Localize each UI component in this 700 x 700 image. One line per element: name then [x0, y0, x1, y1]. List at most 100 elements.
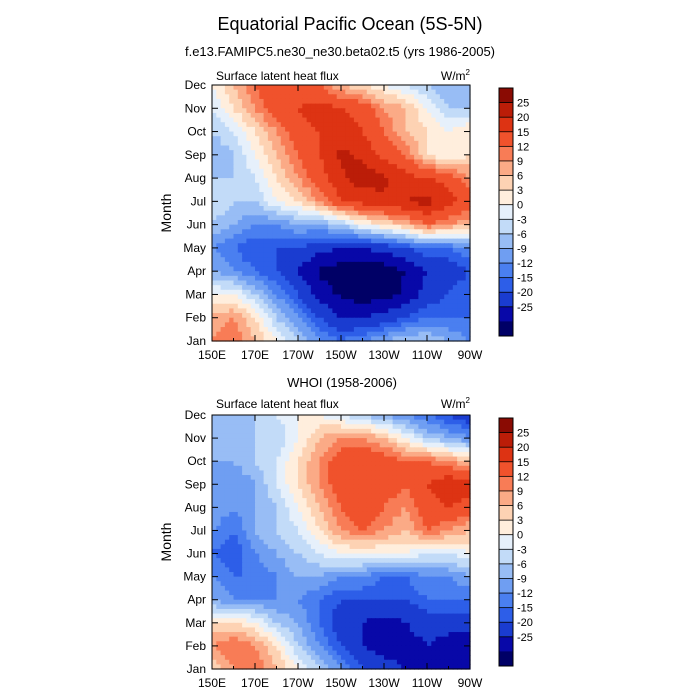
- heatmap-cell: [220, 210, 226, 216]
- heatmap-cell: [310, 415, 316, 421]
- heatmap-cell: [263, 122, 269, 128]
- heatmap-cell: [427, 196, 432, 202]
- heatmap-cell: [379, 447, 385, 453]
- heatmap-cell: [409, 85, 415, 91]
- heatmap-cell: [293, 112, 299, 119]
- heatmap-cell: [371, 461, 376, 467]
- heatmap-cell: [444, 465, 450, 472]
- heatmap-cell: [267, 98, 273, 105]
- heatmap-cell: [242, 196, 247, 202]
- heatmap-cell: [310, 322, 316, 328]
- heatmap-cell: [388, 247, 394, 254]
- heatmap-cell: [272, 85, 278, 91]
- heatmap-cell: [371, 131, 376, 137]
- heatmap-cell: [272, 294, 278, 300]
- heatmap-cell: [229, 136, 235, 142]
- heatmap-cell: [371, 122, 376, 128]
- heatmap-cell: [229, 247, 235, 254]
- heatmap-cell: [362, 331, 368, 337]
- heatmap-cell: [323, 131, 329, 137]
- heatmap-cell: [414, 145, 419, 151]
- heatmap-cell: [224, 94, 230, 100]
- heatmap-cell: [396, 438, 402, 444]
- heatmap-cell: [276, 103, 282, 109]
- heatmap-cell: [465, 479, 471, 485]
- heatmap-cell: [319, 289, 325, 296]
- heatmap-cell: [349, 173, 355, 179]
- heatmap-cell: [448, 206, 454, 212]
- heatmap-cell: [289, 122, 295, 128]
- heatmap-cell: [298, 271, 303, 277]
- heatmap-cell: [457, 428, 462, 435]
- heatmap-cell: [259, 294, 265, 300]
- heatmap-cell: [233, 187, 239, 193]
- heatmap-cell: [293, 126, 299, 133]
- heatmap-cell: [332, 299, 338, 305]
- heatmap-cell: [418, 313, 424, 319]
- heatmap-cell: [435, 89, 441, 95]
- heatmap-cell: [345, 433, 351, 439]
- heatmap-cell: [280, 317, 286, 323]
- heatmap-cell: [336, 525, 342, 532]
- heatmap-cell: [280, 150, 286, 156]
- heatmap-cell: [276, 470, 282, 476]
- heatmap-cell: [353, 424, 359, 430]
- heatmap-cell: [349, 182, 355, 188]
- heatmap-cell: [229, 140, 235, 147]
- heatmap-cell: [418, 322, 424, 328]
- heatmap-cell: [233, 98, 239, 105]
- heatmap-cell: [405, 187, 411, 193]
- heatmap-cell: [444, 299, 450, 305]
- heatmap-cell: [272, 206, 278, 212]
- heatmap-cell: [366, 98, 372, 105]
- heatmap-cell: [345, 530, 351, 536]
- heatmap-cell: [280, 159, 286, 165]
- heatmap-cell: [405, 488, 411, 495]
- heatmap-cell: [276, 108, 282, 114]
- heatmap-cell: [285, 108, 290, 114]
- heatmap-cell: [224, 247, 230, 254]
- heatmap-cell: [315, 192, 321, 198]
- heatmap-cell: [280, 178, 286, 184]
- heatmap-cell: [285, 103, 290, 109]
- heatmap-cell: [341, 327, 346, 333]
- heatmap-cell: [302, 331, 308, 337]
- heatmap-cell: [310, 479, 316, 485]
- heatmap-cell: [263, 159, 269, 165]
- heatmap-cell: [272, 313, 278, 319]
- heatmap-cell: [267, 479, 273, 485]
- colorbar-label: 25: [517, 98, 529, 110]
- heatmap-cell: [259, 243, 265, 249]
- heatmap-cell: [233, 154, 239, 161]
- heatmap-cell: [276, 85, 282, 91]
- heatmap-cell: [427, 108, 432, 114]
- heatmap-cell: [396, 479, 402, 485]
- heatmap-cell: [233, 122, 239, 128]
- heatmap-cell: [362, 493, 368, 499]
- heatmap-cell: [345, 428, 351, 435]
- heatmap-cell: [353, 173, 359, 179]
- heatmap-cell: [237, 238, 243, 244]
- heatmap-cell: [452, 313, 458, 319]
- heatmap-cell: [461, 285, 467, 291]
- heatmap-cell: [366, 233, 372, 240]
- heatmap-cell: [263, 521, 269, 527]
- heatmap-cell: [409, 502, 415, 508]
- heatmap-cell: [259, 98, 265, 105]
- heatmap-cell: [220, 535, 226, 541]
- heatmap-cell: [405, 145, 411, 151]
- heatmap-cell: [220, 530, 226, 536]
- heatmap-cell: [461, 215, 467, 221]
- heatmap-cell: [345, 461, 351, 467]
- heatmap-cell: [457, 433, 462, 439]
- heatmap-cell: [439, 493, 445, 499]
- heatmap-cell: [224, 178, 230, 184]
- heatmap-cell: [341, 201, 346, 207]
- heatmap-cell: [263, 498, 269, 504]
- heatmap-cell: [328, 308, 333, 314]
- heatmap-cell: [409, 257, 415, 263]
- heatmap-cell: [224, 117, 230, 123]
- heatmap-cell: [384, 271, 389, 277]
- heatmap-cell: [396, 94, 402, 100]
- heatmap-cell: [444, 516, 450, 522]
